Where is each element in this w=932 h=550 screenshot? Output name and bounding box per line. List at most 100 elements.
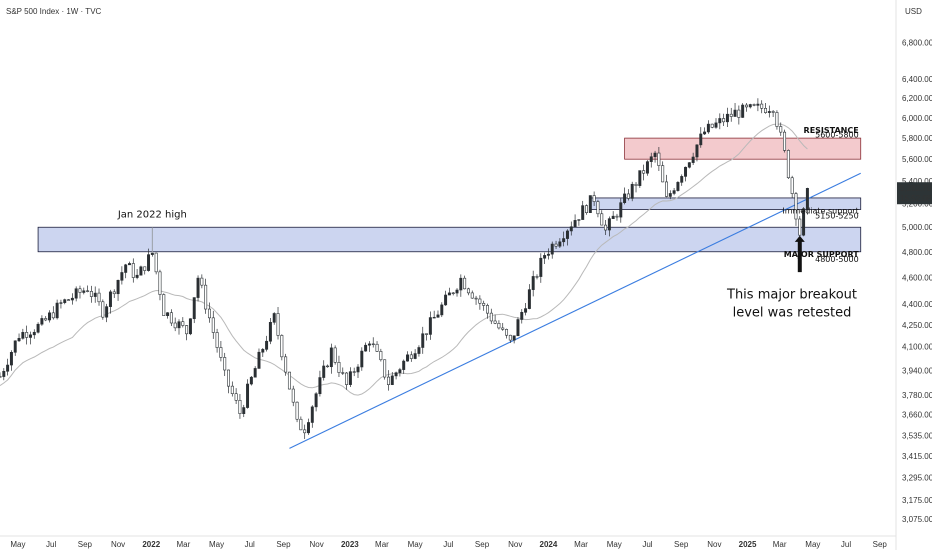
candle bbox=[276, 307, 280, 340]
candle bbox=[74, 286, 78, 302]
candle bbox=[474, 295, 478, 305]
candle bbox=[147, 248, 151, 272]
candle bbox=[668, 190, 672, 200]
candle bbox=[691, 152, 695, 165]
y-tick-label: 4,100.00 bbox=[902, 342, 932, 351]
candle bbox=[341, 367, 345, 376]
candle bbox=[261, 348, 265, 357]
candle bbox=[101, 299, 105, 320]
candle bbox=[577, 219, 581, 226]
candle bbox=[116, 279, 120, 301]
candle bbox=[375, 341, 379, 352]
y-axis-ticks: 6,800.00 6,400.00 6,200.00 6,000.00 5,800.00… bbox=[902, 39, 932, 525]
candle bbox=[367, 341, 371, 352]
candle bbox=[89, 285, 93, 303]
y-tick-label: 4,800.00 bbox=[902, 248, 932, 257]
candle bbox=[581, 200, 585, 220]
candle bbox=[493, 314, 497, 325]
x-tick-label: Nov bbox=[310, 540, 324, 549]
major-support-range: 4800-5000 bbox=[815, 255, 859, 264]
candle bbox=[352, 367, 356, 377]
candle bbox=[676, 181, 680, 192]
y-tick-label: 6,200.00 bbox=[902, 94, 932, 103]
candle bbox=[230, 381, 234, 397]
x-tick-label: 2024 bbox=[540, 540, 558, 549]
candle bbox=[421, 326, 425, 354]
candle bbox=[383, 359, 387, 380]
candle bbox=[337, 355, 341, 378]
x-tick-label: Sep bbox=[475, 540, 490, 549]
y-tick-label: 3,175.00 bbox=[902, 496, 932, 505]
candle bbox=[25, 325, 29, 345]
y-tick-label: 3,295.00 bbox=[902, 474, 932, 483]
candle bbox=[86, 285, 90, 293]
y-tick-label: 3,660.00 bbox=[902, 411, 932, 420]
candle bbox=[108, 289, 112, 314]
candle bbox=[287, 371, 291, 390]
candle bbox=[409, 351, 413, 362]
candle bbox=[752, 103, 756, 107]
candle bbox=[539, 253, 543, 283]
candle bbox=[158, 269, 162, 301]
breakout-line-1: This major breakout bbox=[726, 288, 857, 303]
candle bbox=[307, 418, 310, 435]
candle bbox=[314, 392, 318, 412]
candle bbox=[2, 368, 6, 381]
x-tick-label: Mar bbox=[773, 540, 787, 549]
candle bbox=[634, 182, 638, 193]
y-tick-label: 5,400.00 bbox=[902, 177, 932, 186]
candle bbox=[444, 290, 448, 306]
candle bbox=[0, 372, 2, 378]
retest-arrow-icon bbox=[794, 235, 805, 273]
candle bbox=[303, 424, 307, 439]
candle bbox=[588, 195, 592, 213]
candle bbox=[200, 274, 204, 289]
candle bbox=[638, 170, 642, 188]
candle bbox=[13, 340, 17, 356]
candle bbox=[550, 241, 554, 259]
candle bbox=[729, 107, 733, 122]
candle bbox=[703, 127, 707, 136]
candle bbox=[600, 210, 604, 226]
x-tick-label: May bbox=[408, 540, 423, 549]
x-tick-label: 2023 bbox=[341, 540, 359, 549]
resistance-title: RESISTANCE bbox=[804, 126, 859, 135]
candle bbox=[546, 248, 550, 260]
candle bbox=[737, 105, 741, 125]
candle bbox=[573, 214, 577, 228]
candle bbox=[234, 388, 238, 404]
y-tick-label: 3,780.00 bbox=[902, 391, 932, 400]
candle bbox=[249, 375, 253, 386]
candle bbox=[714, 118, 718, 129]
candle bbox=[512, 335, 516, 344]
candle bbox=[565, 229, 569, 246]
chart-title: S&P 500 Index · 1W · TVC bbox=[6, 7, 102, 16]
trendline bbox=[289, 172, 861, 449]
candle bbox=[32, 329, 36, 339]
candle bbox=[329, 343, 333, 374]
candle bbox=[653, 150, 657, 163]
candle bbox=[592, 191, 596, 206]
x-tick-label: Jul bbox=[642, 540, 652, 549]
candle bbox=[733, 103, 737, 117]
major-support-zone bbox=[37, 226, 862, 253]
candle bbox=[379, 348, 383, 362]
candle bbox=[364, 342, 368, 352]
candle bbox=[211, 310, 215, 339]
candle bbox=[371, 337, 375, 348]
candle bbox=[265, 335, 269, 352]
candle bbox=[748, 103, 752, 109]
major-support-title: MAJOR SUPPORT bbox=[784, 250, 859, 259]
candle bbox=[645, 160, 649, 176]
candle bbox=[185, 324, 189, 341]
candle bbox=[596, 199, 600, 218]
x-tick-label: May bbox=[209, 540, 224, 549]
candle bbox=[192, 297, 196, 324]
candle bbox=[9, 350, 13, 371]
candle bbox=[527, 284, 531, 310]
y-tick-label: 6,000.00 bbox=[902, 114, 932, 123]
candle bbox=[535, 274, 539, 280]
y-tick-label: 6,800.00 bbox=[902, 39, 932, 48]
